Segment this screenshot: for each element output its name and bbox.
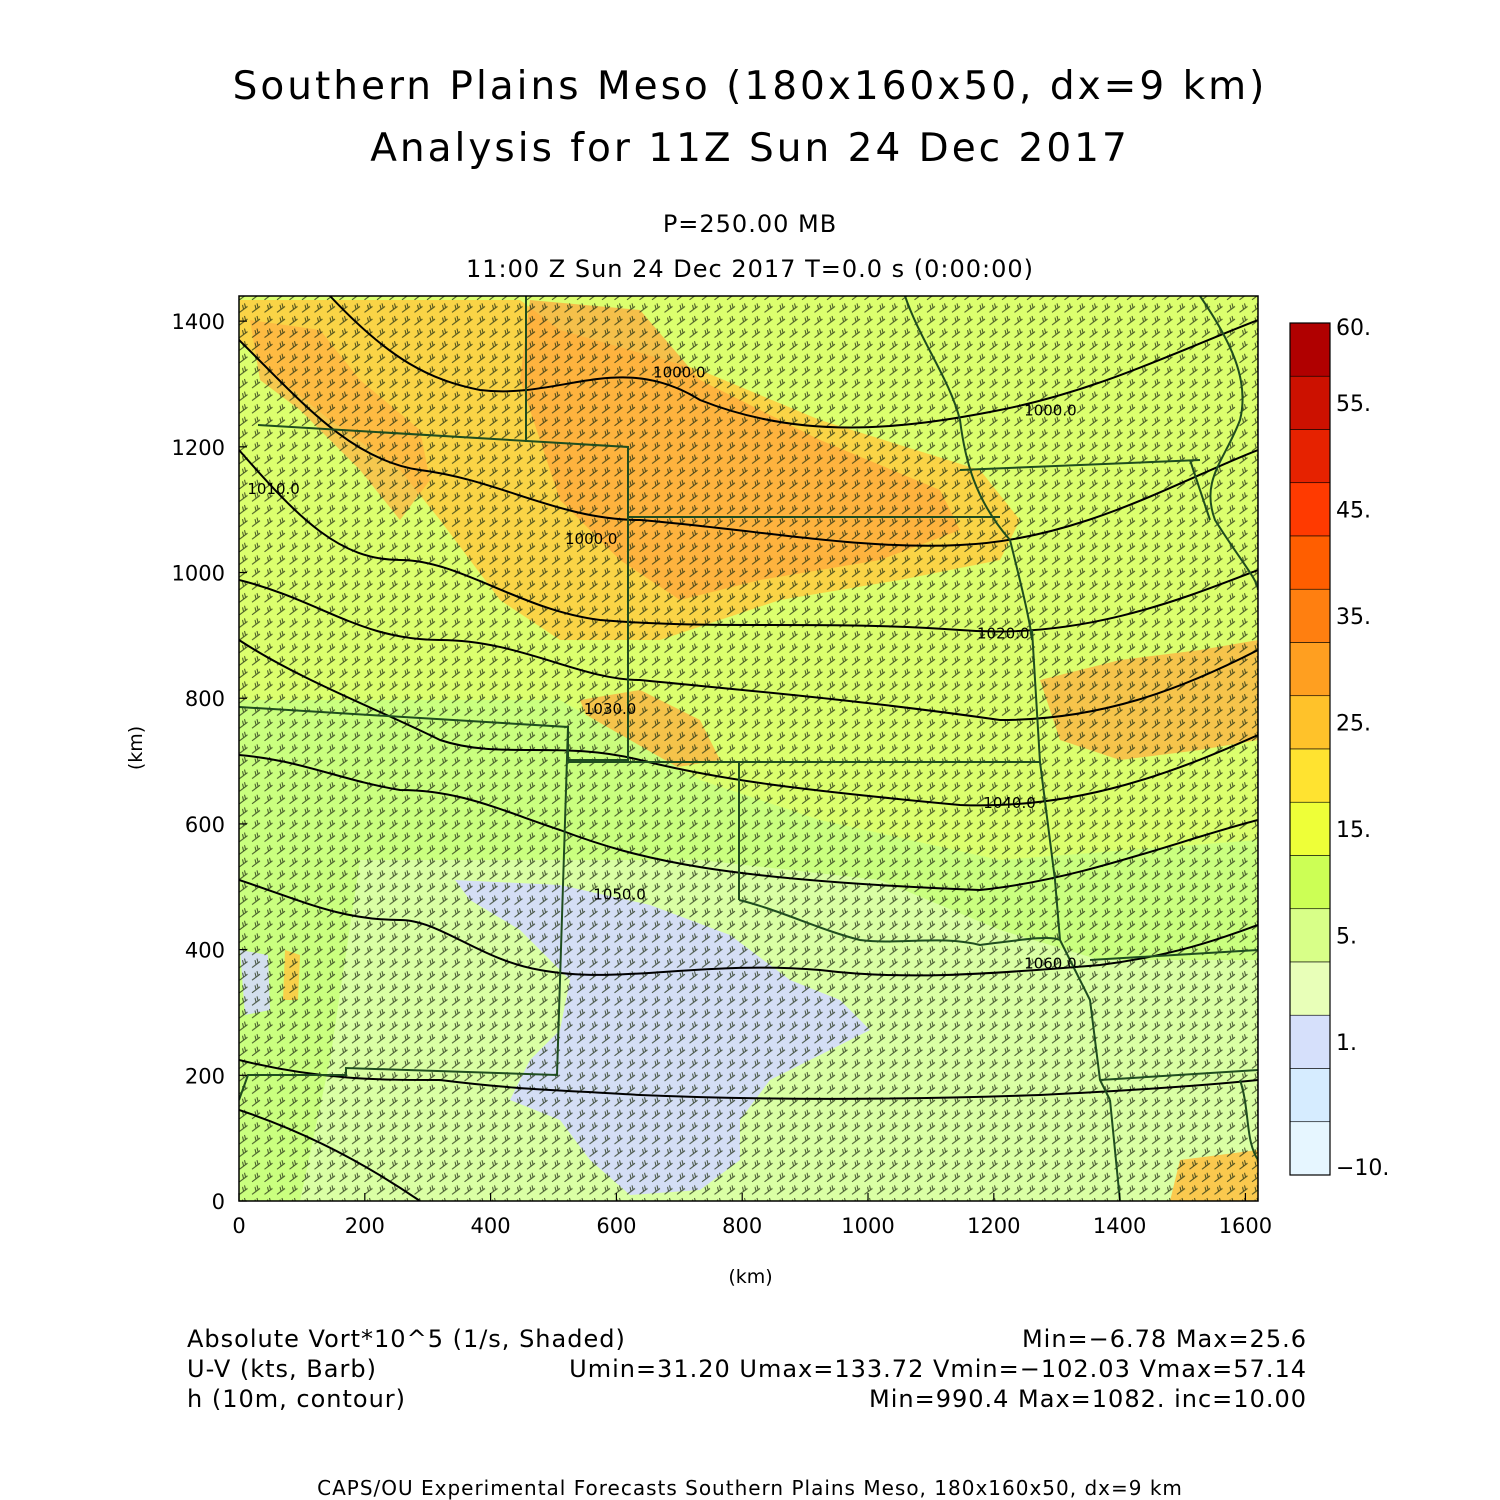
footer-field3-name: h (10m, contour) (187, 1385, 407, 1413)
boundary-upper2 (1189, 459, 1211, 521)
y-tick-label: 800 (185, 687, 225, 711)
height-contour-1070 (239, 1109, 421, 1201)
plot-title-line1: Southern Plains Meso (180x160x50, dx=9 k… (232, 64, 1268, 109)
height-contour-1040 (239, 754, 1258, 892)
map-area (239, 296, 1258, 1201)
colorbar-swatch (1289, 1014, 1331, 1069)
contour-label: 1050.0 (593, 885, 646, 903)
boundary-red-river (738, 899, 1061, 947)
x-tick-label: 800 (722, 1214, 762, 1238)
wind-barb-field (239, 296, 1258, 1201)
map-plot: 1000.0 1000.0 1000.0 1010.0 1020.0 1030.0 1040… (125, 295, 1389, 1288)
colorbar-swatch (1289, 642, 1331, 697)
colorbar-label: 15. (1336, 818, 1371, 843)
height-contour-1000 (329, 296, 1258, 429)
colorbar-swatch (1289, 1121, 1331, 1176)
footer-field2-name: U-V (kts, Barb) (187, 1355, 377, 1383)
height-contour-1020 (239, 579, 1258, 722)
y-tick-label: 1200 (172, 436, 225, 460)
colorbar-swatch (1289, 429, 1331, 484)
plot-frame (238, 295, 1259, 1202)
x-tick-label: 1200 (967, 1214, 1020, 1238)
y-tick-label: 200 (185, 1064, 225, 1088)
footer-field1-stats: Min=−6.78 Max=25.6 (1021, 1325, 1307, 1353)
height-contour-1060 (239, 1059, 1258, 1100)
contour-labels: 1000.0 1000.0 1000.0 1010.0 1020.0 1030.0 1040… (247, 364, 1076, 973)
contour-label: 1040.0 (983, 794, 1036, 812)
footer-field3-stats: Min=990.4 Max=1082. inc=10.00 (869, 1385, 1307, 1413)
footer-field1-name: Absolute Vort*10^5 (1/s, Shaded) (187, 1325, 626, 1353)
plot-title-line2: Analysis for 11Z Sun 24 Dec 2017 (370, 126, 1130, 171)
contour-label: 1000.0 (565, 530, 618, 548)
colorbar-label: 55. (1336, 392, 1371, 417)
x-tick-label: 200 (345, 1214, 385, 1238)
boundary-lower-east2 (1239, 1079, 1258, 1161)
colorbar-frame (1289, 322, 1331, 1176)
colorbar-label: 45. (1336, 498, 1371, 523)
contour-label: 1030.0 (584, 700, 637, 718)
colorbar-label: 60. (1336, 316, 1371, 341)
boundary-upper (959, 459, 1201, 471)
y-tick-label: 0 (212, 1190, 225, 1214)
pressure-level-label: P=250.00 MB (662, 210, 838, 238)
boundary-missouri-river (904, 296, 1033, 641)
boundary-arkansas-north (1089, 949, 1258, 961)
x-tick-label: 400 (471, 1214, 511, 1238)
x-tick-label: 1400 (1093, 1214, 1146, 1238)
y-tick-label: 1000 (172, 562, 225, 586)
state-boundaries (239, 296, 1258, 1201)
boundary-texas-panhandle-west (239, 726, 569, 1101)
x-tick-label: 1600 (1219, 1214, 1272, 1238)
y-tick-label: 600 (185, 813, 225, 837)
contour-label: 1020.0 (977, 625, 1030, 643)
colorbar-swatch (1289, 482, 1331, 537)
x-tick-label: 1000 (841, 1214, 894, 1238)
height-contour-1030 (239, 639, 1258, 807)
height-contour-1000b (239, 339, 1258, 547)
height-contour-1050 (239, 879, 1258, 977)
colorbar-label: 5. (1336, 924, 1357, 949)
colorbar-swatch (1289, 695, 1331, 750)
colorbar-swatch (1289, 961, 1331, 1016)
height-contour-1010 (239, 449, 1258, 633)
colorbar-swatch (1289, 322, 1331, 377)
height-contours (239, 296, 1258, 1201)
colorbar-swatch (1289, 801, 1331, 856)
y-axis-label: (km) (125, 726, 147, 770)
colorbar-swatch (1289, 375, 1331, 430)
valid-time-label: 11:00 Z Sun 24 Dec 2017 T=0.0 s (0:00:00… (465, 255, 1035, 283)
boundary-kansas-missouri (1031, 629, 1061, 941)
colorbar: 60. 55. 45. 35. 25. 15. 5. 1. −10. (1289, 316, 1389, 1181)
colorbar-swatch (1289, 748, 1331, 803)
colorbar-swatch (1289, 535, 1331, 590)
x-tick-label: 0 (232, 1214, 245, 1238)
boundary-mississippi (1199, 296, 1258, 591)
colorbar-label: −10. (1336, 1156, 1389, 1181)
colorbar-label: 1. (1336, 1031, 1357, 1056)
contour-label: 1000.0 (1024, 401, 1077, 419)
x-tick-label: 600 (596, 1214, 636, 1238)
y-tick-label: 1400 (172, 310, 225, 334)
colorbar-label: 35. (1336, 605, 1371, 630)
colorbar-swatch (1289, 855, 1331, 910)
credit-line: CAPS/OU Experimental Forecasts Southern … (317, 1476, 1183, 1500)
colorbar-label: 25. (1336, 711, 1371, 736)
footer-field2-stats: Umin=31.20 Umax=133.72 Vmin=−102.03 Vmax… (569, 1355, 1307, 1383)
colorbar-swatch (1289, 908, 1331, 963)
boundary-texas-louisiana (1109, 1099, 1121, 1201)
axes: 0 200 400 600 800 1000 1200 1400 1600 0 200 400 600 8… (125, 310, 1272, 1288)
contour-label: 1060.0 (1024, 954, 1077, 972)
contour-label: 1010.0 (247, 480, 300, 498)
x-axis-label: (km) (728, 1266, 772, 1288)
boundary-lower-east (1099, 1069, 1258, 1081)
colorbar-swatch (1289, 1068, 1331, 1123)
boundary-colorado (239, 424, 629, 761)
colorbar-swatch (1289, 588, 1331, 643)
contour-label: 1000.0 (653, 364, 706, 382)
boundary-arkansas-west (1059, 939, 1111, 1101)
y-tick-label: 400 (185, 939, 225, 963)
